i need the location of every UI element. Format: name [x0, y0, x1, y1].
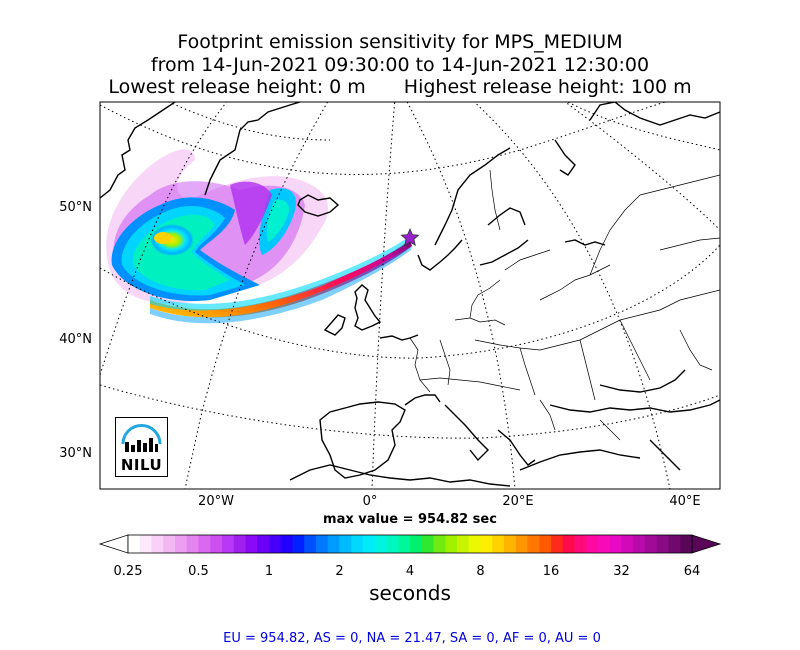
colorbar-swatch — [562, 535, 576, 553]
highest-release-height: Highest release height: 100 m — [403, 76, 692, 98]
colorbar-swatch — [175, 535, 188, 553]
lat-label-30n: 30°N — [59, 446, 92, 461]
graticule — [100, 102, 720, 489]
colorbar-swatch — [292, 535, 305, 553]
colorbar-swatch — [421, 535, 435, 553]
colorbar-tick-label: 32 — [613, 564, 630, 579]
colorbar-swatch — [492, 535, 505, 553]
colorbar-swatch — [374, 535, 388, 553]
nilu-logo: NILU — [115, 417, 168, 477]
colorbar-swatch — [210, 535, 223, 553]
coastlines — [100, 102, 720, 487]
colorbar-tick-label: 16 — [542, 564, 560, 579]
colorbar-swatch — [151, 535, 164, 553]
colorbar-swatch — [457, 535, 470, 553]
colorbar-swatch — [398, 535, 411, 553]
colorbar-tick-label: 1 — [264, 564, 274, 579]
colorbar — [98, 534, 722, 554]
colorbar-swatch — [515, 535, 529, 553]
colorbar-swatch — [280, 535, 294, 553]
lat-label-40n: 40°N — [59, 332, 92, 347]
colorbar-swatch — [680, 535, 693, 553]
colorbar-swatch — [257, 535, 270, 553]
colorbar-swatch — [128, 535, 141, 553]
colorbar-tick-label: 4 — [405, 564, 415, 579]
colorbar-swatch — [527, 535, 540, 553]
colorbar-swatch — [139, 535, 153, 553]
colorbar-swatch — [198, 535, 211, 553]
colorbar-swatch — [574, 535, 587, 553]
colorbar-swatch — [504, 535, 517, 553]
colorbar-swatch — [609, 535, 623, 553]
colorbar-tick-label: 2 — [335, 564, 344, 579]
footprint-plume — [106, 149, 412, 324]
lon-label-20w: 20°W — [198, 494, 234, 509]
colorbar-swatch — [304, 535, 317, 553]
colorbar-swatch — [668, 535, 681, 553]
colorbar-tick-label: 0.25 — [113, 564, 143, 579]
star-icon — [400, 227, 420, 247]
colorbar-swatch — [363, 535, 376, 553]
lat-label-50n: 50°N — [59, 200, 92, 215]
colorbar-swatch — [551, 535, 564, 553]
lowest-release-height: Lowest release height: 0 m — [108, 76, 366, 98]
colorbar-swatch — [621, 535, 634, 553]
nilu-logo-text: NILU — [120, 456, 163, 474]
colorbar-swatch — [316, 535, 329, 553]
colorbar-tick-label: 64 — [683, 564, 701, 579]
colorbar-swatch — [539, 535, 552, 553]
colorbar-swatch — [645, 535, 658, 553]
colorbar-swatch — [186, 535, 200, 553]
country-borders — [409, 169, 720, 441]
plot-time-range: from 14-Jun-2021 09:30:00 to 14-Jun-2021… — [150, 54, 650, 76]
colorbar-swatch — [269, 535, 282, 553]
colorbar-swatch — [339, 535, 352, 553]
colorbar-frame — [127, 534, 693, 554]
colorbar-swatch — [445, 535, 458, 553]
nilu-logo-icon — [121, 424, 162, 452]
release-height-line: Lowest release height: 0 m Highest releas… — [0, 76, 800, 98]
colorbar-unit-label: seconds — [369, 581, 451, 605]
colorbar-swatch — [327, 535, 341, 553]
lon-label-20e: 20°E — [502, 494, 534, 509]
map-frame — [99, 101, 721, 490]
colorbar-swatch — [410, 535, 423, 553]
colorbar-extend-low — [98, 534, 129, 554]
colorbar-tick-label: 0.5 — [188, 564, 209, 579]
plot-title: Footprint emission sensitivity for MPS_M… — [177, 31, 623, 53]
colorbar-swatch — [222, 535, 235, 553]
colorbar-tick-label: 8 — [476, 564, 485, 579]
colorbar-swatch — [233, 535, 247, 553]
colorbar-swatch — [468, 535, 482, 553]
colorbar-swatch — [633, 535, 646, 553]
colorbar-swatch — [163, 535, 176, 553]
colorbar-swatch — [480, 535, 493, 553]
colorbar-extend-high — [691, 534, 722, 554]
colorbar-swatch — [386, 535, 399, 553]
colorbar-swatch — [598, 535, 611, 553]
region-stats: EU = 954.82, AS = 0, NA = 21.47, SA = 0,… — [223, 631, 601, 646]
colorbar-swatch — [433, 535, 446, 553]
colorbar-swatch — [245, 535, 258, 553]
colorbar-swatch — [656, 535, 670, 553]
colorbar-swatch — [351, 535, 364, 553]
colorbar-swatch — [586, 535, 599, 553]
max-value-label: max value = 954.82 sec — [323, 512, 497, 527]
lon-label-40e: 40°E — [669, 494, 701, 509]
lon-label-0: 0° — [362, 494, 378, 509]
